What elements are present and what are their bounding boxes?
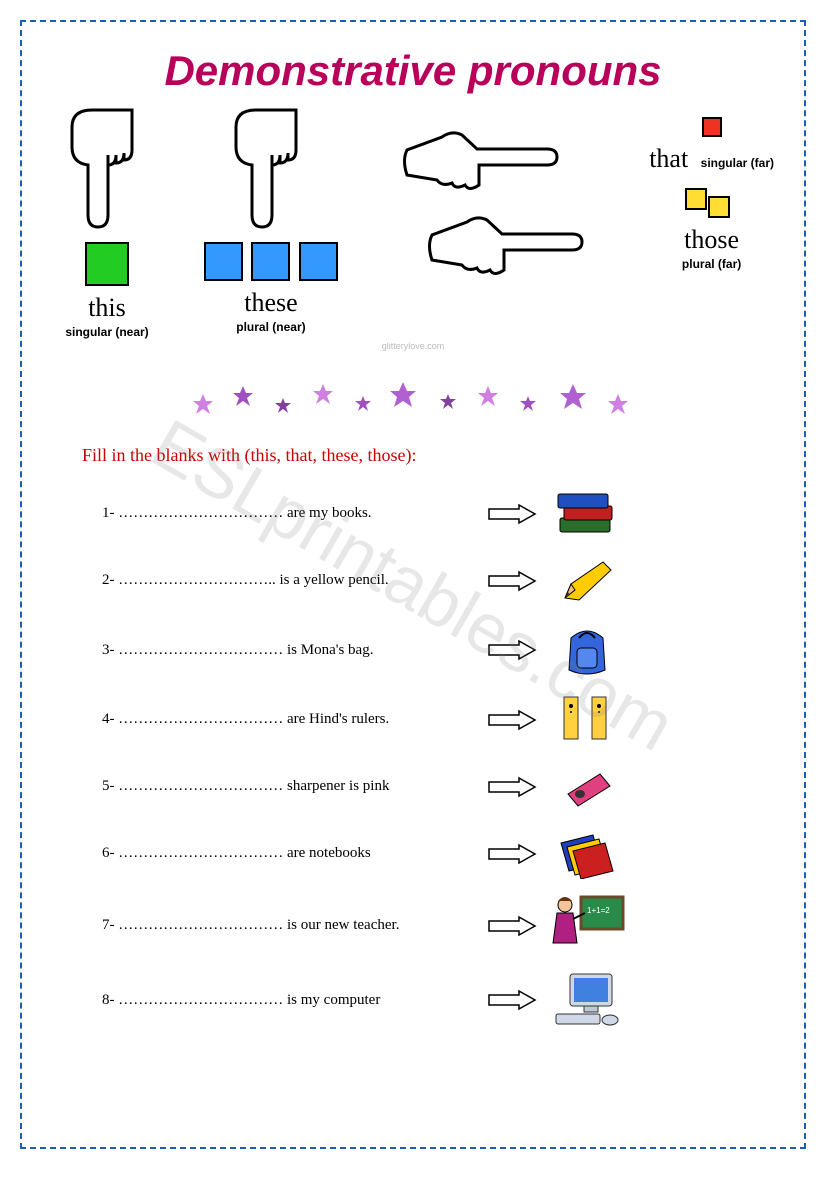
- rulers-icon: [542, 692, 632, 747]
- concept-row: this singular (near) these plural (near): [52, 105, 774, 341]
- arrow-icon: [482, 843, 542, 865]
- word-this: this: [88, 293, 126, 322]
- arrow-icon: [482, 776, 542, 798]
- question-row: 5- …………………………… sharpener is pink: [102, 759, 774, 814]
- question-text: 5- …………………………… sharpener is pink: [102, 778, 482, 795]
- sub-this: singular (near): [65, 325, 148, 339]
- arrow-icon: [482, 639, 542, 661]
- these-block: these plural (near): [202, 105, 340, 341]
- question-text: 7- …………………………… is our new teacher.: [102, 917, 482, 934]
- hand-down-icon: [216, 105, 326, 235]
- books-icon: [542, 486, 632, 541]
- near-group: this singular (near) these plural (near): [52, 105, 340, 341]
- pencil-icon: [542, 556, 632, 606]
- worksheet-page: Demonstrative pronouns this singular (ne…: [20, 20, 806, 1149]
- teacher-icon: 1+1=2: [542, 893, 632, 958]
- hand-point-icon: [422, 210, 592, 290]
- word-these: these: [244, 288, 297, 317]
- those-block: those plural (far): [649, 194, 774, 273]
- hand-down-icon: [52, 105, 162, 235]
- word-that: that: [649, 144, 688, 173]
- far-group: that singular (far) those plural (far): [649, 105, 774, 293]
- question-row: 6- …………………………… are notebooks: [102, 826, 774, 881]
- sub-these: plural (near): [236, 320, 305, 334]
- square-yellow-icon: [685, 188, 707, 210]
- question-text: 2- ………………………….. is a yellow pencil.: [102, 572, 482, 589]
- arrow-icon: [482, 570, 542, 592]
- arrow-icon: [482, 989, 542, 1011]
- instruction-text: Fill in the blanks with (this, that, the…: [82, 445, 774, 466]
- arrow-icon: [482, 915, 542, 937]
- question-text: 3- …………………………… is Mona's bag.: [102, 642, 482, 659]
- square-red-icon: [702, 117, 722, 137]
- arrow-icon: [482, 503, 542, 525]
- question-row: 7- …………………………… is our new teacher. 1+1=2: [102, 893, 774, 958]
- question-text: 4- …………………………… are Hind's rulers.: [102, 711, 482, 728]
- square-blue-icon: [299, 242, 338, 281]
- question-row: 2- ………………………….. is a yellow pencil.: [102, 553, 774, 608]
- star-divider-icon: [52, 376, 774, 425]
- word-those: those: [684, 225, 739, 254]
- question-row: 1- …………………………… are my books.: [102, 486, 774, 541]
- hand-point-icon: [397, 125, 567, 205]
- question-text: 1- …………………………… are my books.: [102, 505, 482, 522]
- backpack-icon: [542, 620, 632, 680]
- square-blue-icon: [251, 242, 290, 281]
- question-row: 4- …………………………… are Hind's rulers.: [102, 692, 774, 747]
- square-yellow-icon: [708, 196, 730, 218]
- question-text: 6- …………………………… are notebooks: [102, 845, 482, 862]
- sharpener-icon: [542, 764, 632, 809]
- that-block: that singular (far): [649, 115, 774, 174]
- square-blue-icon: [204, 242, 243, 281]
- sub-that: singular (far): [701, 156, 774, 170]
- this-block: this singular (near): [52, 105, 162, 341]
- question-row: 3- …………………………… is Mona's bag.: [102, 620, 774, 680]
- pointing-hands: [397, 105, 592, 295]
- svg-text:1+1=2: 1+1=2: [587, 906, 610, 915]
- sub-those: plural (far): [682, 257, 741, 271]
- square-green-icon: [85, 242, 129, 286]
- question-text: 8- …………………………… is my computer: [102, 992, 482, 1009]
- computer-icon: [542, 970, 632, 1030]
- question-row: 8- …………………………… is my computer: [102, 970, 774, 1030]
- notebooks-icon: [542, 829, 632, 879]
- glittery-credit: glitterylove.com: [52, 341, 774, 351]
- arrow-icon: [482, 709, 542, 731]
- page-title: Demonstrative pronouns: [52, 47, 774, 95]
